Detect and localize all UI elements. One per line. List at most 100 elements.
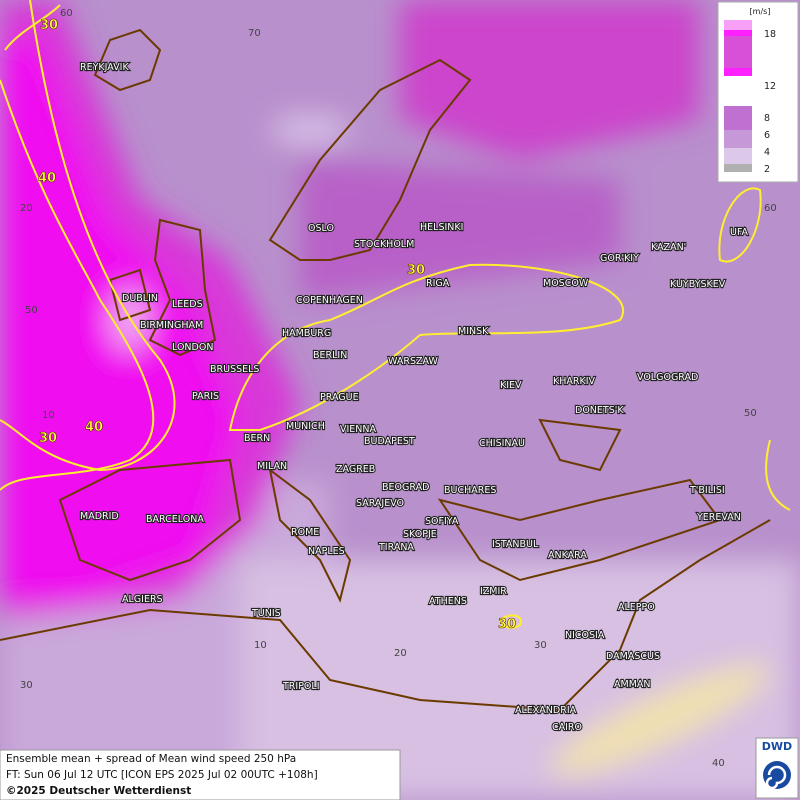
city-label: BUDAPEST bbox=[364, 436, 415, 447]
isotach-label: 40 bbox=[38, 171, 56, 186]
graticule-label: 10 bbox=[254, 640, 267, 651]
caption: Ensemble mean + spread of Mean wind spee… bbox=[0, 749, 401, 800]
city-label: COPENHAGEN bbox=[296, 295, 363, 306]
city-label: BARCELONA bbox=[146, 514, 204, 525]
graticule-label: 30 bbox=[534, 640, 547, 651]
graticule-label: 40 bbox=[712, 758, 725, 769]
dwd-logo: DWD bbox=[755, 737, 799, 799]
city-label: BERN bbox=[244, 433, 270, 444]
city-label: TRIPOLI bbox=[282, 681, 320, 692]
city-label: BIRMINGHAM bbox=[140, 320, 203, 331]
city-label: BERLIN bbox=[313, 350, 347, 361]
city-label: IZMIR bbox=[480, 586, 507, 597]
city-label: BEOGRAD bbox=[382, 482, 429, 493]
graticule-label: 60 bbox=[60, 8, 73, 19]
legend: [m/s] 18 12 8 6 4 2 bbox=[717, 1, 799, 183]
city-label: ALEXANDRIA bbox=[515, 705, 577, 716]
city-label: NICOSIA bbox=[565, 630, 605, 641]
city-label: ROME bbox=[291, 527, 319, 538]
city-label: MILAN bbox=[257, 461, 287, 472]
legend-label: 6 bbox=[764, 130, 770, 141]
city-label: BUCHARES bbox=[444, 485, 496, 496]
legend-swatch bbox=[724, 164, 752, 172]
city-label: ZAGREB bbox=[336, 464, 375, 475]
city-label: VOLGOGRAD bbox=[637, 372, 698, 383]
caption-copyright: ©2025 Deutscher Wetterdienst bbox=[6, 785, 191, 797]
city-label: YEREVAN bbox=[696, 512, 741, 523]
city-label: WARSZAW bbox=[388, 356, 438, 367]
logo-swirl bbox=[765, 765, 787, 790]
city-label: HAMBURG bbox=[282, 328, 331, 339]
city-label: MADRID bbox=[80, 511, 119, 522]
city-label: KHARKIV bbox=[553, 376, 596, 387]
graticule-label: 50 bbox=[744, 408, 757, 419]
city-label: DUBLIN bbox=[122, 293, 158, 304]
city-label: LONDON bbox=[172, 342, 213, 353]
city-label: CHISINAU bbox=[479, 438, 525, 449]
isotach-label: 30 bbox=[498, 617, 516, 632]
legend-label: 2 bbox=[764, 164, 770, 175]
isotach-label: 40 bbox=[85, 420, 103, 435]
city-label: T'BILISI bbox=[689, 485, 725, 496]
legend-label: 8 bbox=[764, 113, 770, 124]
legend-swatch bbox=[724, 106, 752, 130]
city-label: ANKARA bbox=[548, 550, 587, 561]
city-label: KIEV bbox=[500, 380, 522, 391]
city-label: MUNICH bbox=[286, 421, 325, 432]
city-label: ATHENS bbox=[429, 596, 467, 607]
city-label: BRUSSELS bbox=[210, 364, 259, 375]
graticule-label: 30 bbox=[20, 680, 33, 691]
legend-label: 4 bbox=[764, 147, 770, 158]
city-label: NAPLES bbox=[308, 546, 345, 557]
isotachs bbox=[0, 0, 791, 629]
city-label: TUNIS bbox=[251, 608, 281, 619]
city-label: AMMAN bbox=[614, 679, 651, 690]
legend-unit: [m/s] bbox=[750, 7, 771, 16]
graticule-label: 20 bbox=[20, 203, 33, 214]
city-label: RIGA bbox=[426, 278, 450, 289]
logo-text: DWD bbox=[762, 740, 792, 753]
city-label: HELSINKI bbox=[420, 222, 463, 233]
city-label: DONETS'K bbox=[575, 405, 624, 416]
legend-label: 18 bbox=[764, 29, 776, 40]
city-label: ALGIERS bbox=[122, 594, 163, 605]
city-label: SOFIYA bbox=[425, 516, 459, 527]
city-label: VIENNA bbox=[340, 424, 377, 435]
legend-label: 12 bbox=[764, 81, 776, 92]
labels: REYKJAVIK DUBLIN LEEDS BIRMINGHAM LONDON BRUS… bbox=[20, 8, 777, 769]
city-label: MOSCOW bbox=[543, 278, 589, 289]
city-label: GOR'KIY bbox=[600, 253, 639, 264]
city-label: REYKJAVIK bbox=[80, 62, 129, 73]
caption-title: Ensemble mean + spread of Mean wind spee… bbox=[6, 753, 296, 765]
caption-forecast: FT: Sun 06 Jul 12 UTC [ICON EPS 2025 Jul… bbox=[6, 769, 318, 781]
city-label: KAZAN' bbox=[651, 242, 686, 253]
city-label: ALEPPO bbox=[618, 602, 655, 613]
city-label: DAMASCUS bbox=[606, 651, 660, 662]
legend-swatch bbox=[724, 148, 752, 164]
city-label: UFA bbox=[730, 227, 749, 238]
caption-box bbox=[0, 749, 401, 800]
logo-icon bbox=[763, 761, 791, 789]
isotach-label: 30 bbox=[407, 263, 425, 278]
graticule-label: 60 bbox=[764, 203, 777, 214]
isotach-label: 30 bbox=[39, 431, 57, 446]
city-label: CAIRO bbox=[552, 722, 582, 733]
city-label: ISTANBUL bbox=[492, 539, 539, 550]
city-label: KUYBYSKEV bbox=[670, 279, 726, 290]
legend-swatch bbox=[724, 130, 752, 148]
city-label: SARAJEVO bbox=[356, 498, 404, 509]
city-label: TIRANA bbox=[378, 542, 414, 553]
city-label: MINSK bbox=[458, 326, 489, 337]
city-label: PARIS bbox=[192, 391, 219, 402]
graticule-label: 10 bbox=[42, 410, 55, 421]
legend-swatch bbox=[724, 36, 752, 68]
city-label: OSLO bbox=[308, 223, 334, 234]
city-label: LEEDS bbox=[172, 299, 203, 310]
graticule-label: 50 bbox=[25, 305, 38, 316]
graticule-label: 20 bbox=[394, 648, 407, 659]
legend-swatch bbox=[724, 20, 752, 30]
graticule-label: 70 bbox=[248, 28, 261, 39]
isotach-label: 30 bbox=[40, 18, 58, 33]
